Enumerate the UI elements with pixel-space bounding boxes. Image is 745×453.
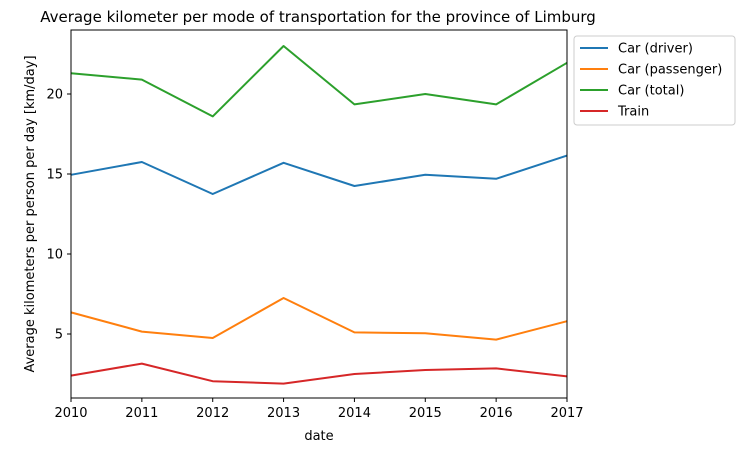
x-tick-label: 2010 (54, 406, 87, 421)
legend-label-1: Car (passenger) (618, 63, 722, 78)
series-line-3 (70, 362, 568, 385)
series-line-2 (70, 45, 568, 118)
y-tick-label: 15 (46, 168, 63, 183)
chart-title: Average kilometer per mode of transporta… (40, 8, 596, 26)
x-tick-label: 2011 (125, 406, 158, 421)
legend-label-3: Train (617, 105, 649, 120)
y-axis: 5 10 15 20 (46, 88, 71, 343)
series-line-0 (70, 154, 568, 195)
plot-frame (70, 29, 568, 399)
legend-label-2: Car (total) (618, 84, 684, 99)
y-axis-label: Average kilometers per person per day [k… (23, 55, 38, 372)
legend: Car (driver) Car (passenger) Car (total) Tr… (573, 35, 736, 126)
x-tick-label: 2013 (267, 406, 300, 421)
legend-label-0: Car (driver) (618, 42, 693, 57)
series-line-1 (70, 297, 568, 341)
x-tick-label: 2017 (550, 406, 583, 421)
x-axis-label: date (304, 429, 333, 444)
legend-box (573, 35, 736, 126)
y-tick-label: 20 (46, 88, 63, 103)
y-tick-label: 5 (55, 328, 63, 343)
x-tick-label: 2016 (480, 406, 513, 421)
x-tick-label: 2012 (196, 406, 229, 421)
series-layer (70, 45, 568, 385)
x-axis: 2010 2011 2012 2013 2014 2015 2016 2017 (54, 398, 584, 421)
x-tick-label: 2015 (409, 406, 442, 421)
x-tick-label: 2014 (338, 406, 371, 421)
y-tick-label: 10 (46, 248, 63, 263)
